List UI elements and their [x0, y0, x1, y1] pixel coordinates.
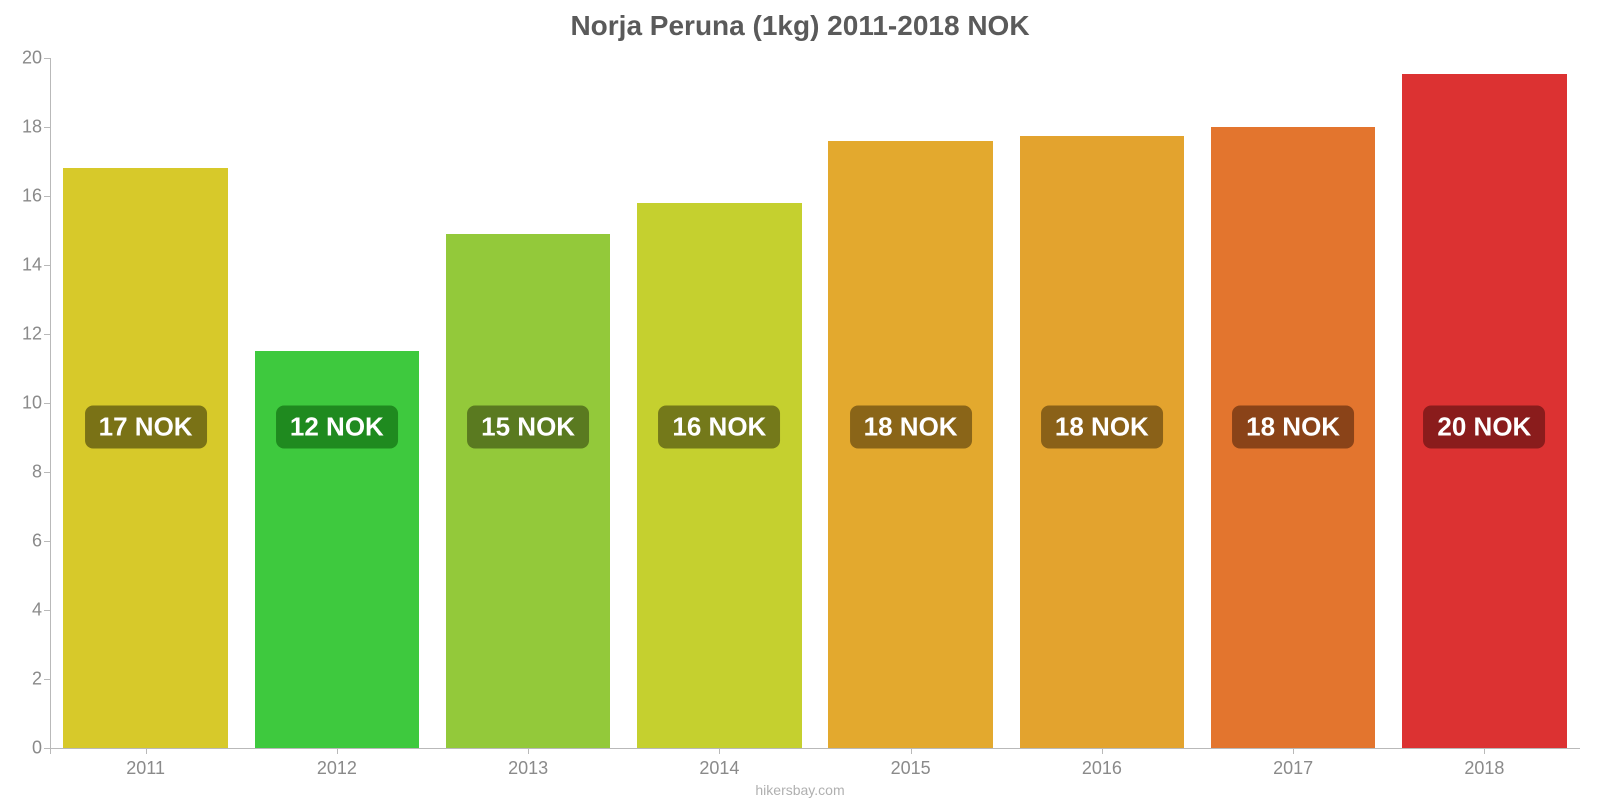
y-tick-label: 18: [0, 117, 42, 138]
y-tick-label: 20: [0, 48, 42, 69]
x-tick-label: 2014: [699, 758, 739, 779]
x-tick-label: 2016: [1082, 758, 1122, 779]
bar-value-label: 16 NOK: [658, 406, 780, 449]
y-tick-label: 10: [0, 393, 42, 414]
chart-title: Norja Peruna (1kg) 2011-2018 NOK: [0, 10, 1600, 42]
x-tick-label: 2012: [317, 758, 357, 779]
bar: [637, 203, 801, 748]
x-tick-label: 2017: [1273, 758, 1313, 779]
y-tick-label: 16: [0, 186, 42, 207]
bar: [63, 168, 227, 748]
chart-container: Norja Peruna (1kg) 2011-2018 NOK 0 2 4 6 8 10…: [0, 0, 1600, 800]
x-tick-label: 2013: [508, 758, 548, 779]
bar-value-label: 18 NOK: [1041, 406, 1163, 449]
footer-credit: hikersbay.com: [0, 782, 1600, 798]
bar: [446, 234, 610, 748]
x-tick-label: 2018: [1464, 758, 1504, 779]
bar-value-label: 20 NOK: [1423, 406, 1545, 449]
x-tick-mark: [1484, 748, 1485, 754]
x-tick-mark: [337, 748, 338, 754]
x-tick-label: 2011: [126, 758, 165, 779]
y-tick-label: 0: [0, 738, 42, 759]
x-tick-mark: [1293, 748, 1294, 754]
y-tick-label: 8: [0, 462, 42, 483]
x-tick-mark: [719, 748, 720, 754]
y-tick-label: 6: [0, 531, 42, 552]
bar-value-label: 17 NOK: [85, 406, 207, 449]
x-tick-mark: [1102, 748, 1103, 754]
y-tick-label: 12: [0, 324, 42, 345]
x-tick-mark: [528, 748, 529, 754]
y-tick-label: 14: [0, 255, 42, 276]
plot-area: 17 NOK 12 NOK 15 NOK 16 NOK 18 NOK 18 NOK 18 N…: [50, 58, 1580, 748]
y-tick-mark: [44, 748, 50, 749]
bar-value-label: 12 NOK: [276, 406, 398, 449]
y-tick-label: 2: [0, 669, 42, 690]
x-tick-mark: [911, 748, 912, 754]
bar-value-label: 18 NOK: [850, 406, 972, 449]
x-tick-mark: [146, 748, 147, 754]
bar-value-label: 15 NOK: [467, 406, 589, 449]
y-tick-label: 4: [0, 600, 42, 621]
bar-value-label: 18 NOK: [1232, 406, 1354, 449]
x-tick-label: 2015: [891, 758, 931, 779]
x-axis-line: [44, 748, 1580, 749]
